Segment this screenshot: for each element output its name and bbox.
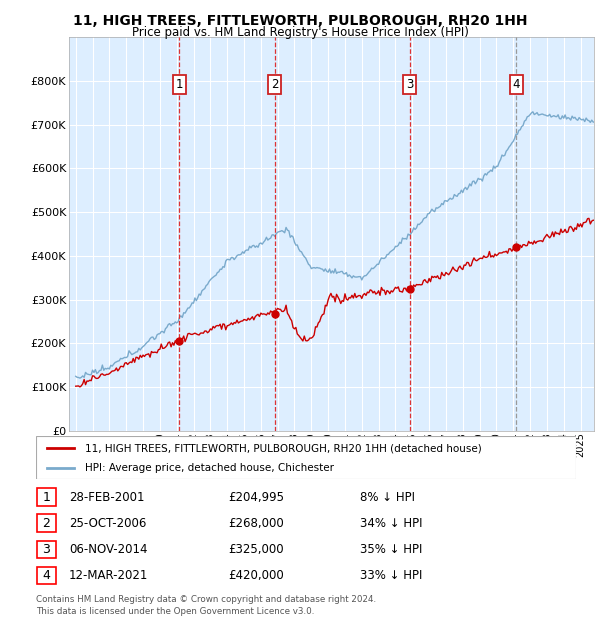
- Text: 11, HIGH TREES, FITTLEWORTH, PULBOROUGH, RH20 1HH (detached house): 11, HIGH TREES, FITTLEWORTH, PULBOROUGH,…: [85, 443, 481, 453]
- Text: HPI: Average price, detached house, Chichester: HPI: Average price, detached house, Chic…: [85, 463, 334, 473]
- Text: Price paid vs. HM Land Registry's House Price Index (HPI): Price paid vs. HM Land Registry's House …: [131, 26, 469, 39]
- Text: Contains HM Land Registry data © Crown copyright and database right 2024.
This d: Contains HM Land Registry data © Crown c…: [36, 595, 376, 616]
- Text: £420,000: £420,000: [228, 570, 284, 582]
- Text: 28-FEB-2001: 28-FEB-2001: [69, 492, 145, 504]
- Text: 25-OCT-2006: 25-OCT-2006: [69, 518, 146, 530]
- Text: 3: 3: [406, 78, 413, 91]
- Text: 2: 2: [271, 78, 278, 91]
- Text: £268,000: £268,000: [228, 518, 284, 530]
- Text: 12-MAR-2021: 12-MAR-2021: [69, 570, 148, 582]
- Text: 33% ↓ HPI: 33% ↓ HPI: [360, 570, 422, 582]
- Text: 4: 4: [512, 78, 520, 91]
- Text: £204,995: £204,995: [228, 492, 284, 504]
- Text: 8% ↓ HPI: 8% ↓ HPI: [360, 492, 415, 504]
- Text: 2: 2: [43, 516, 50, 529]
- Text: 34% ↓ HPI: 34% ↓ HPI: [360, 518, 422, 530]
- Text: £325,000: £325,000: [228, 544, 284, 556]
- Text: 35% ↓ HPI: 35% ↓ HPI: [360, 544, 422, 556]
- Text: 3: 3: [43, 542, 50, 556]
- Text: 1: 1: [176, 78, 183, 91]
- Text: 4: 4: [43, 569, 50, 582]
- Text: 11, HIGH TREES, FITTLEWORTH, PULBOROUGH, RH20 1HH: 11, HIGH TREES, FITTLEWORTH, PULBOROUGH,…: [73, 14, 527, 28]
- Text: 1: 1: [43, 490, 50, 503]
- Text: 06-NOV-2014: 06-NOV-2014: [69, 544, 148, 556]
